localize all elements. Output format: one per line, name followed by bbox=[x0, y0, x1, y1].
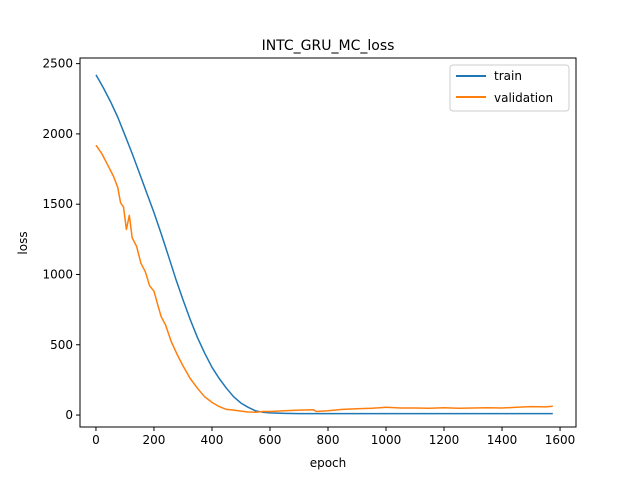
y-tick-label: 1500 bbox=[42, 197, 73, 211]
y-tick-label: 2500 bbox=[42, 57, 73, 71]
x-tick-label: 400 bbox=[201, 433, 224, 447]
chart-title: INTC_GRU_MC_loss bbox=[262, 38, 395, 54]
y-tick-label: 1000 bbox=[42, 267, 73, 281]
axes-layer: 0 200 400 600 800 1000 1200 1400 1600 0 500 1000 150… bbox=[42, 57, 575, 447]
y-axis-label: loss bbox=[16, 231, 30, 254]
y-tick-label: 0 bbox=[65, 408, 73, 422]
x-tick-label: 1000 bbox=[371, 433, 402, 447]
x-tick-label: 1200 bbox=[429, 433, 460, 447]
x-tick-label: 200 bbox=[143, 433, 166, 447]
plot-frame bbox=[79, 57, 577, 428]
x-tick-label: 1400 bbox=[487, 433, 518, 447]
x-tick-label: 0 bbox=[92, 433, 100, 447]
y-tick-label: 2000 bbox=[42, 127, 73, 141]
x-tick-label: 800 bbox=[317, 433, 340, 447]
x-axis-label: epoch bbox=[310, 456, 347, 470]
series-layer bbox=[95, 74, 553, 415]
y-tick-label: 500 bbox=[50, 338, 73, 352]
legend-train-label: train bbox=[494, 69, 522, 83]
legend-validation-label: validation bbox=[494, 91, 553, 105]
x-tick-label: 1600 bbox=[545, 433, 576, 447]
series-line-validation bbox=[95, 144, 553, 413]
series-line-train bbox=[95, 74, 553, 415]
legend: train validation bbox=[449, 64, 570, 112]
x-tick-label: 600 bbox=[259, 433, 282, 447]
